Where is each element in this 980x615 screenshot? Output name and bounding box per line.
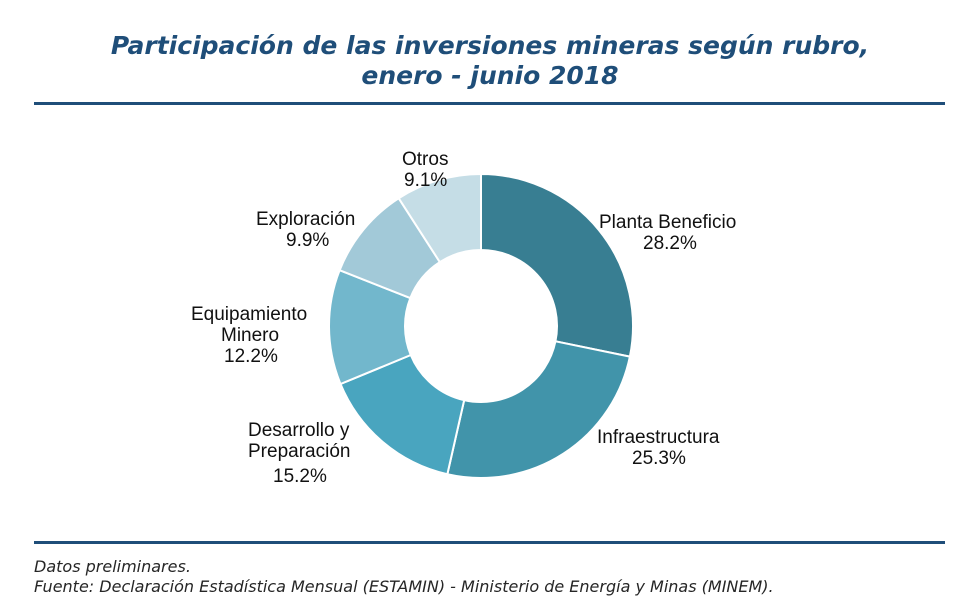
slice-planta-beneficio — [480, 172, 634, 358]
slice-infraestructura — [446, 340, 632, 479]
label-exploracion-name: Exploración — [256, 209, 356, 230]
label-equipamiento-line-2: Minero — [221, 325, 280, 346]
footer-notes: Datos preliminares. Fuente: Declaración … — [34, 557, 774, 597]
label-equipamiento-line-1: Equipamiento — [191, 304, 308, 325]
label-infraestructura-name: Infraestructura — [597, 427, 720, 448]
label-equipamiento-minero: Equipamiento Minero 12.2% — [191, 304, 307, 367]
label-otros-value: 9.1% — [404, 170, 448, 191]
label-otros-name: Otros — [402, 149, 449, 170]
label-exploracion-value: 9.9% — [286, 230, 330, 251]
label-planta-beneficio-value: 28.2% — [643, 233, 697, 254]
chart-title-line-2: enero - junio 2018 — [361, 61, 619, 90]
label-desarrollo-value: 15.2% — [273, 466, 327, 487]
label-infraestructura-value: 25.3% — [632, 448, 686, 469]
bottom-divider — [34, 541, 945, 544]
label-otros: Otros 9.1% — [402, 149, 448, 191]
footer-source: Fuente: Declaración Estadística Mensual … — [34, 577, 774, 596]
chart-title: Participación de las inversiones mineras… — [0, 31, 980, 91]
label-infraestructura: Infraestructura 25.3% — [597, 427, 720, 469]
chart-title-line-1: Participación de las inversiones mineras… — [110, 31, 870, 60]
donut-chart — [328, 172, 634, 479]
top-divider — [34, 102, 945, 105]
label-desarrollo-preparacion: Desarrollo y Preparación 15.2% — [248, 420, 350, 487]
label-equipamiento-value: 12.2% — [224, 346, 278, 367]
label-exploracion: Exploración 9.9% — [256, 209, 355, 251]
label-planta-beneficio: Planta Beneficio 28.2% — [599, 212, 736, 254]
slice-otros — [397, 172, 482, 264]
footer-note: Datos preliminares. — [34, 557, 191, 576]
label-desarrollo-line-2: Preparación — [248, 441, 351, 462]
label-desarrollo-line-1: Desarrollo y — [248, 420, 350, 441]
label-planta-beneficio-name: Planta Beneficio — [599, 212, 737, 233]
